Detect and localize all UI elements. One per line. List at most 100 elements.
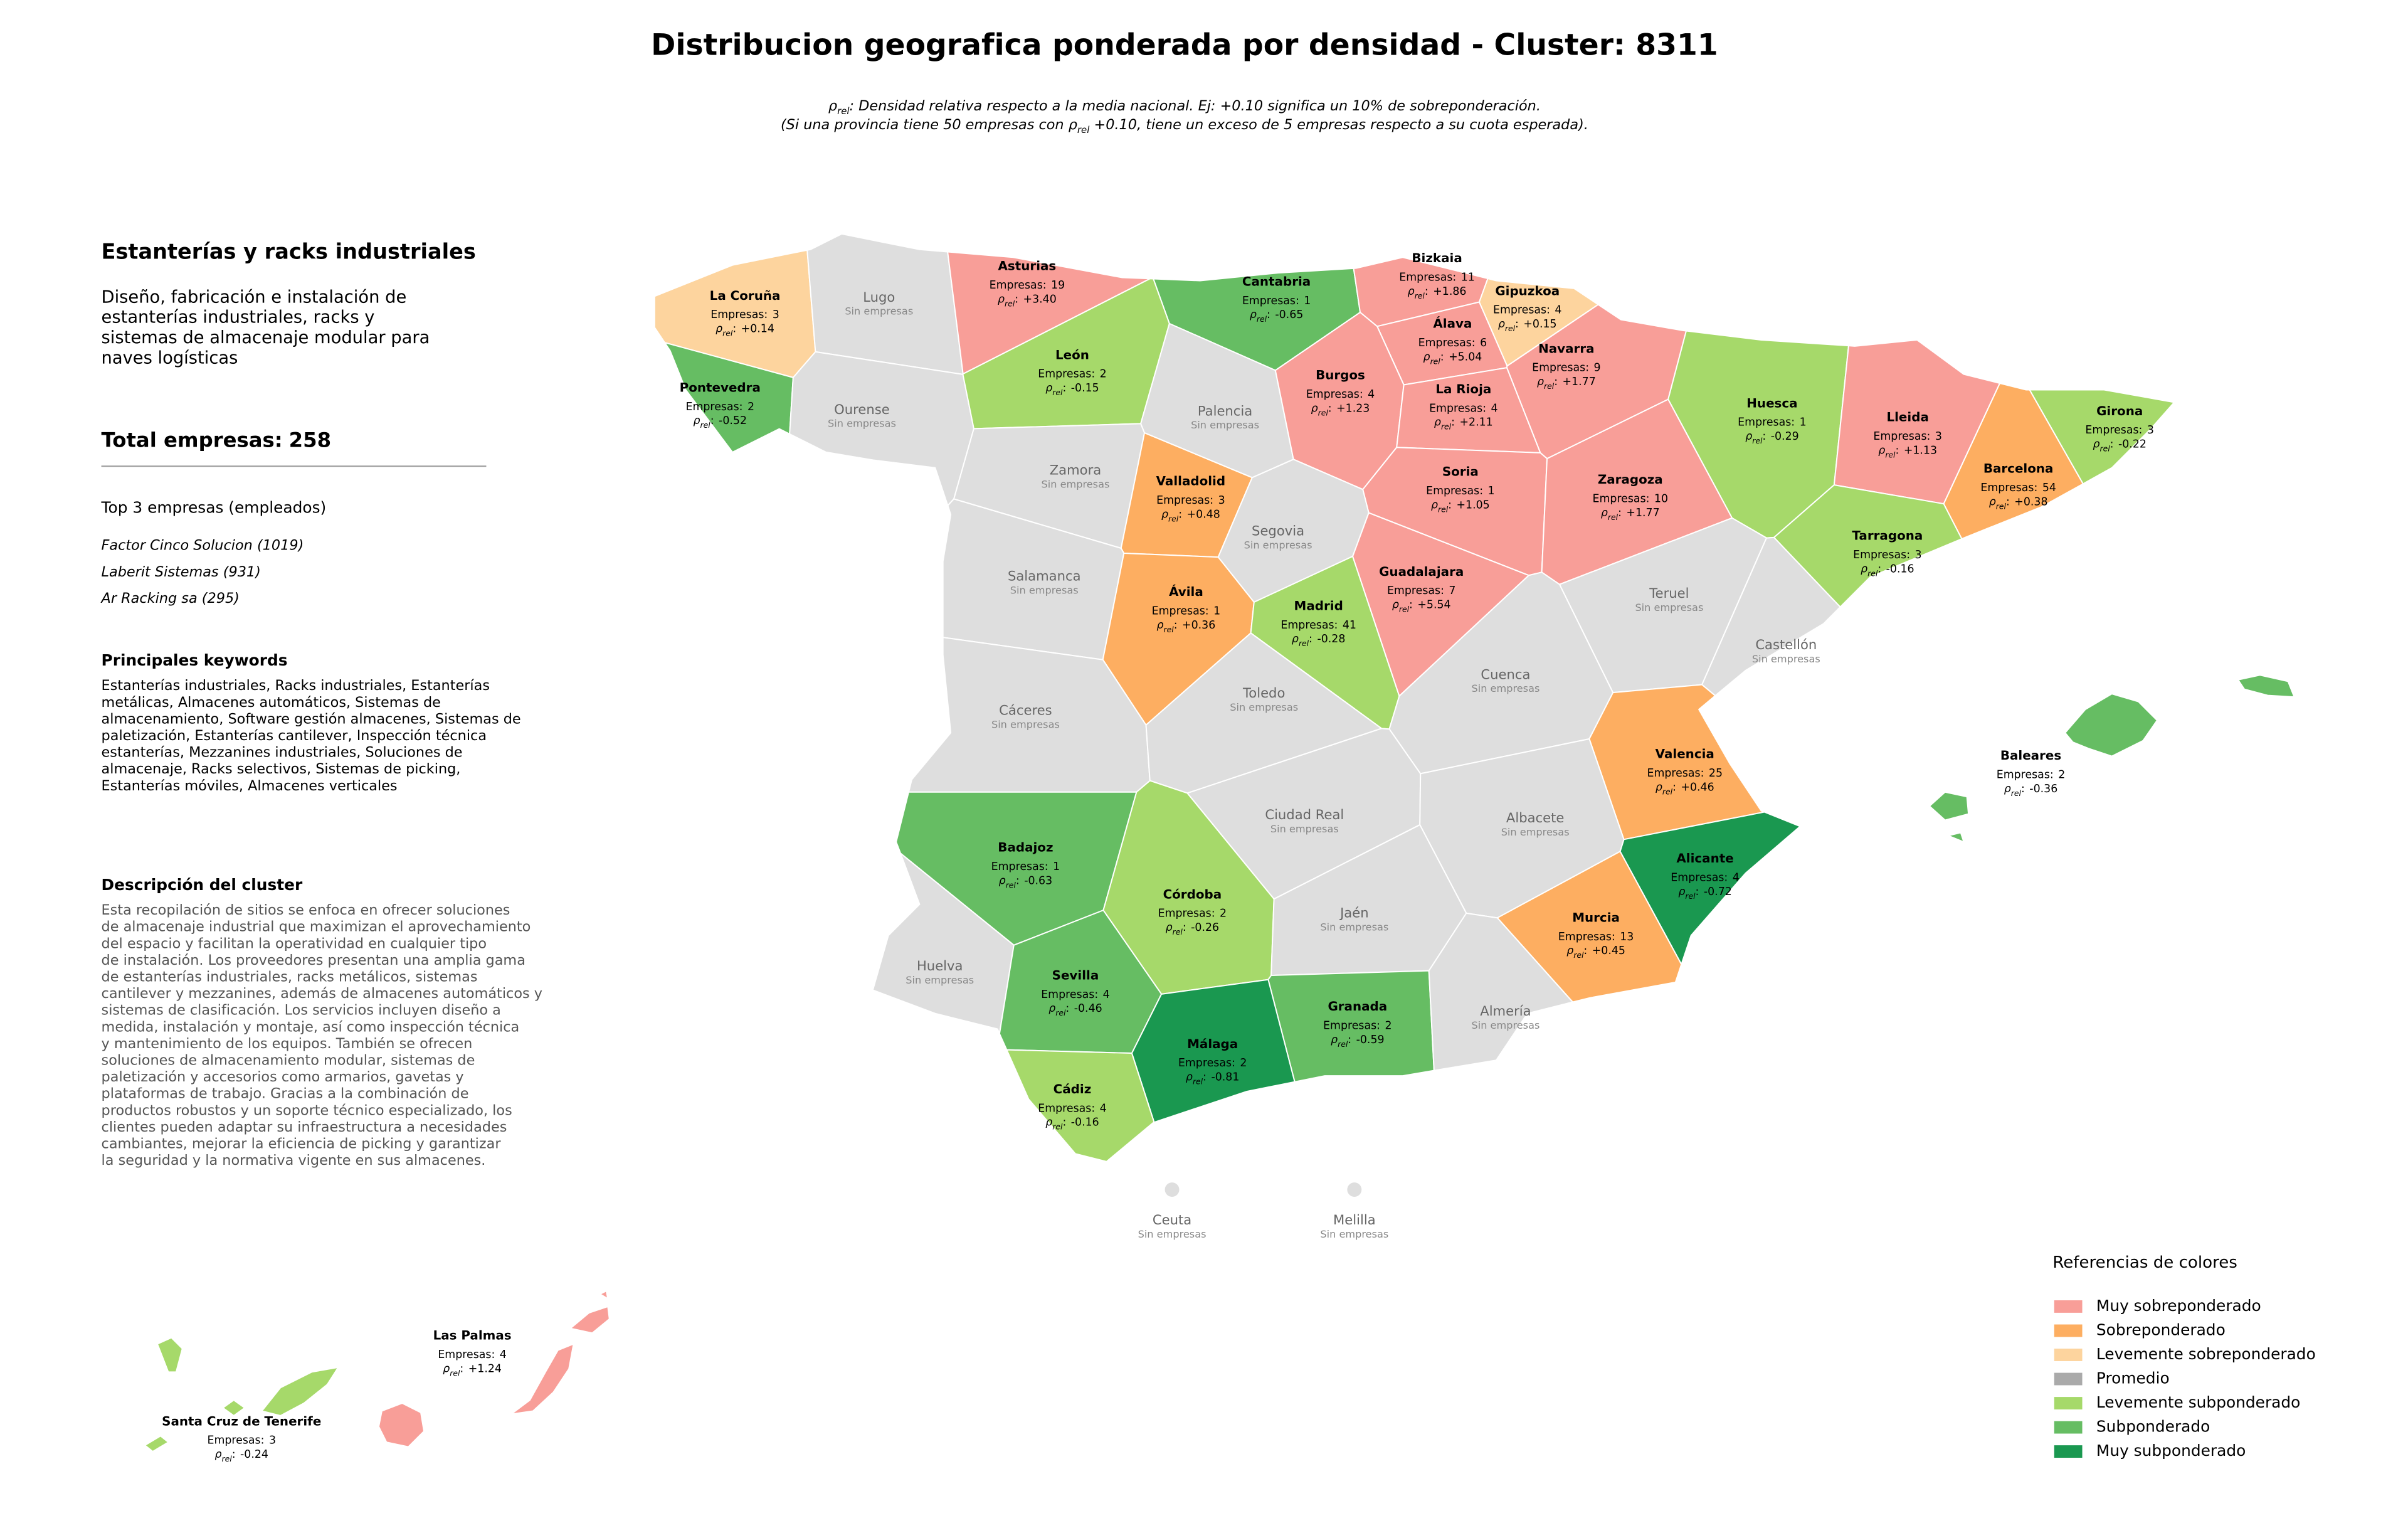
province-rho: ρrel: +5.54 — [1392, 598, 1451, 613]
province-companies: Empresas: 13 — [1558, 931, 1634, 943]
rho-value: +1.24 — [468, 1362, 502, 1375]
province-companies: Empresas: 6 — [1418, 337, 1487, 349]
province-name: Murcia — [1572, 911, 1620, 925]
province-name: Huesca — [1746, 396, 1797, 410]
province-rho: ρrel: -0.16 — [1045, 1117, 1099, 1132]
province — [1619, 811, 1801, 965]
island — [599, 1290, 609, 1300]
province-rho: ρrel: +2.11 — [1434, 416, 1493, 432]
rho-value: +0.14 — [741, 323, 774, 336]
province — [664, 342, 794, 453]
province-rho: ρrel: +0.48 — [1161, 508, 1220, 523]
no-companies: Sin empresas — [845, 305, 913, 317]
companies-value: 4 — [1491, 402, 1498, 415]
province-companies: Empresas: 7 — [1387, 585, 1456, 597]
title: Distribucion geografica ponderada por de… — [651, 28, 1718, 63]
rho-separator: : — [1696, 886, 1699, 898]
rho-symbol: ρ — [443, 1362, 450, 1375]
province-companies: Empresas: 10 — [1592, 492, 1668, 505]
rho-subscript: rel — [1662, 787, 1673, 796]
companies-label: Empresas: — [1997, 768, 2054, 781]
no-companies: Sin empresas — [1471, 682, 1539, 694]
province-name: Salamanca — [1008, 568, 1081, 584]
province-companies: Empresas: 9 — [1532, 362, 1601, 374]
province-rho: ρrel: -0.26 — [1166, 921, 1220, 936]
province-name: Ávila — [1169, 585, 1203, 599]
rho-symbol: ρ — [1408, 285, 1415, 298]
rho-value: -0.15 — [1071, 382, 1099, 395]
companies-value: 3 — [773, 309, 779, 321]
companies-value: 2 — [747, 401, 754, 413]
province-name: Valencia — [1656, 747, 1714, 761]
total-value: 258 — [289, 428, 331, 452]
companies-value: 2 — [1240, 1057, 1247, 1069]
rho-separator: : — [2006, 496, 2010, 508]
rho-separator: : — [2021, 783, 2025, 795]
province-name: Granada — [1328, 999, 1387, 1014]
companies-value: 13 — [1620, 931, 1634, 943]
rho-symbol: ρ — [694, 415, 700, 427]
no-companies: Sin empresas — [1501, 826, 1570, 838]
rho-separator: : — [460, 1362, 463, 1375]
description: medida, instalación y montaje, así como … — [102, 1019, 520, 1035]
no-companies: Sin empresas — [991, 718, 1060, 730]
rho-value: +1.77 — [1626, 507, 1659, 519]
province-name: Badajoz — [998, 841, 1053, 855]
no-companies: Sin empresas — [906, 974, 974, 986]
rho-value: -0.28 — [1317, 633, 1345, 645]
companies-label: Empresas: — [1671, 871, 1728, 884]
province-companies: Empresas: 4 — [1041, 989, 1110, 1001]
sector-description: estanterías industriales, racks y — [102, 308, 375, 327]
rho-value: +0.36 — [1182, 619, 1215, 632]
province-name: Bizkaia — [1412, 251, 1462, 265]
companies-value: 4 — [1733, 871, 1740, 884]
companies-label: Empresas: — [1558, 931, 1615, 943]
description: la seguridad y la normativa vigente en s… — [102, 1152, 486, 1169]
rho-value: -0.16 — [1886, 563, 1914, 575]
province-name: Málaga — [1187, 1037, 1238, 1051]
companies-value: 3 — [1915, 549, 1922, 561]
province-name: Zaragoza — [1598, 472, 1663, 487]
province-companies: Empresas: 4 — [1493, 304, 1562, 317]
province — [1428, 912, 1574, 1071]
rho-symbol: ρ — [1045, 382, 1052, 395]
rho-separator: : — [732, 323, 736, 336]
rho-subscript: rel — [722, 329, 733, 338]
province-rho: ρrel: +1.23 — [1311, 402, 1370, 417]
no-companies: Sin empresas — [1320, 921, 1388, 933]
rho-value: +2.11 — [1459, 416, 1492, 429]
rho-subscript: rel — [450, 1368, 460, 1377]
province-name: Sevilla — [1052, 968, 1099, 983]
province — [1006, 1049, 1155, 1162]
companies-label: Empresas: — [686, 401, 743, 413]
rho-separator: : — [1328, 402, 1332, 415]
province-name: Córdoba — [1163, 887, 1222, 901]
rho-subscript: rel — [1168, 514, 1179, 523]
province-name: Cuenca — [1481, 666, 1530, 682]
rho-separator: : — [710, 415, 714, 427]
companies-value: 41 — [1343, 619, 1356, 632]
rho-subscript: rel — [1005, 299, 1015, 308]
rho-value: -0.65 — [1275, 309, 1303, 321]
island — [157, 1337, 183, 1373]
rho-value: -0.36 — [2029, 783, 2057, 795]
province-rho: ρrel: +3.40 — [998, 293, 1057, 308]
rho-value: +0.46 — [1681, 781, 1714, 793]
province-companies: Empresas: 4 — [1038, 1102, 1107, 1115]
rho-separator: : — [1618, 507, 1622, 519]
province-companies: Empresas: 3 — [1853, 549, 1922, 561]
province-companies: Empresas: 2 — [1158, 908, 1227, 920]
companies-label: Empresas: — [1242, 295, 1299, 307]
rho-symbol: ρ — [1878, 444, 1885, 457]
companies-label: Empresas: — [1399, 272, 1456, 284]
island — [1928, 791, 1970, 821]
description: plataformas de trabajo. Gracias a la com… — [102, 1086, 469, 1102]
province-rho: ρrel: -0.22 — [2093, 438, 2147, 453]
companies-label: Empresas: — [1038, 368, 1095, 381]
companies-value: 3 — [269, 1435, 276, 1447]
province-companies: Empresas: 3 — [1873, 430, 1942, 443]
province-companies: Empresas: 19 — [990, 279, 1065, 292]
no-companies: Sin empresas — [1230, 701, 1298, 713]
companies-label: Empresas: — [1387, 585, 1444, 597]
